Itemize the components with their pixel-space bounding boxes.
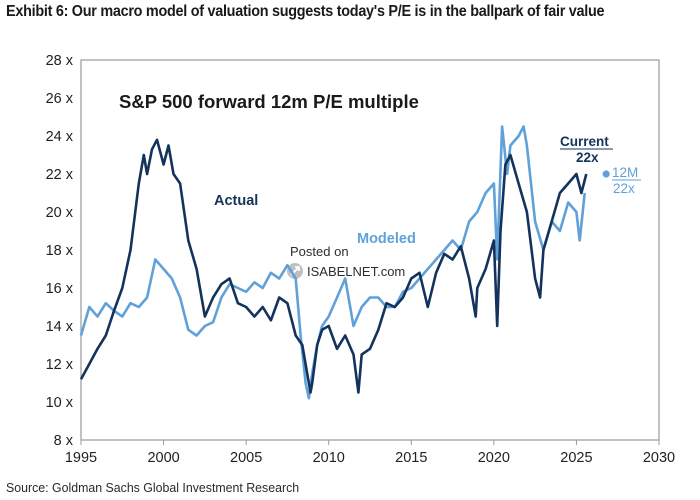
plot-frame [80, 59, 660, 441]
chart-title: S&P 500 forward 12m P/E multiple [119, 91, 419, 112]
y-tick-label: 24 x [46, 129, 74, 145]
watermark-line2: ISABELNET.com [307, 264, 405, 279]
x-axis: 1995 2000 2005 2010 2015 2020 2025 2030 [65, 440, 675, 466]
y-tick-label: 26 x [46, 91, 74, 107]
x-tick-label: 2020 [478, 450, 510, 466]
x-tick-label: 2015 [395, 450, 427, 466]
label-current: Current [560, 134, 609, 149]
x-tick-label: 2030 [643, 450, 675, 466]
y-tick-label: 10 x [46, 395, 74, 411]
label-actual: Actual [214, 193, 258, 209]
x-tick-label: 2000 [147, 450, 179, 466]
x-tick-label: 2025 [560, 450, 592, 466]
x-tick-label: 1995 [65, 450, 97, 466]
x-tick-label: 2010 [313, 450, 345, 466]
x-tick-label: 2005 [230, 450, 262, 466]
watermark-line1: Posted on [290, 244, 349, 259]
label-12m: 12M [612, 165, 638, 180]
y-tick-label: 8 x [54, 433, 74, 449]
y-axis: 8 x 10 x 12 x 14 x 16 x 18 x 20 x 22 x 24 x 26 x 2… [46, 53, 74, 449]
label-12m-value: 22x [613, 181, 635, 196]
series-line-actual [79, 138, 588, 394]
source-note: Source: Goldman Sachs Global Investment … [6, 480, 300, 495]
y-tick-label: 20 x [46, 205, 74, 221]
marker-12m-dot [602, 170, 610, 178]
label-current-value: 22x [576, 150, 599, 165]
y-tick-label: 22 x [46, 167, 74, 183]
y-tick-label: 16 x [46, 281, 74, 297]
y-tick-label: 14 x [46, 319, 74, 335]
exhibit-title: Exhibit 6: Our macro model of valuation … [6, 3, 605, 20]
series-line-modeled [79, 125, 586, 400]
y-tick-label: 28 x [46, 53, 74, 69]
label-modeled: Modeled [357, 231, 416, 247]
y-tick-label: 12 x [46, 357, 74, 373]
watermark: Posted on ISABELNET.com [287, 244, 405, 279]
y-tick-label: 18 x [46, 243, 74, 259]
